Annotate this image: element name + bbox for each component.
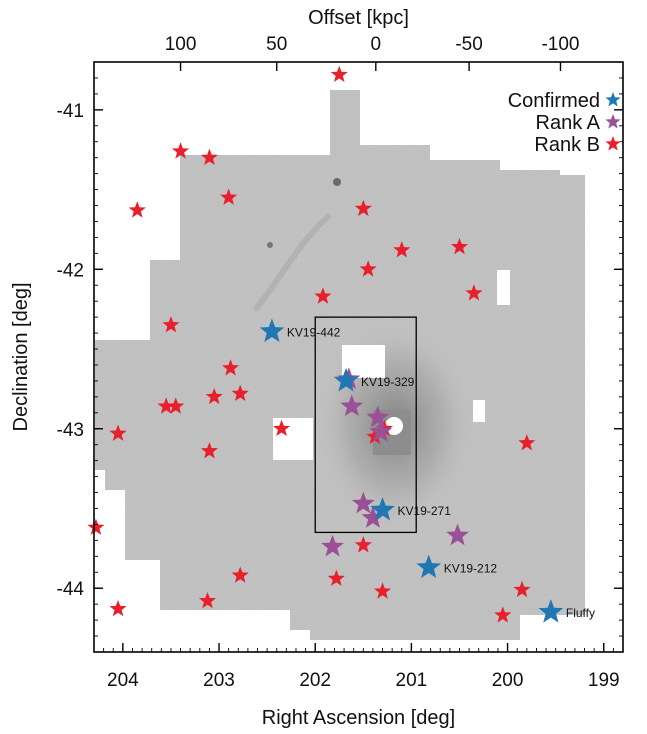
top-tick-label: -50 [455,34,482,55]
x-tick-label: 202 [299,670,331,691]
rank-b-point [162,316,180,333]
rank-b-point [87,518,105,535]
legend-label-confirmed: Confirmed [508,90,600,112]
rank-b-point [373,582,392,599]
legend: Confirmed Rank A Rank B [508,90,621,156]
plot-frame [93,61,624,653]
y-tick-label: -43 [57,420,84,441]
rank-b-point [231,566,249,583]
confirmed-point [370,497,395,521]
confirmed-point [416,554,442,578]
rank-b-point [200,442,218,459]
point-label: KV19-212 [444,561,498,575]
confirmed-point [333,367,359,392]
x-tick-label: 200 [492,670,524,691]
rank-b-point [273,419,291,437]
rank-b-point [327,569,345,586]
legend-marker-rank-a [605,114,621,129]
rank-b-point [222,359,240,376]
point-label: KV19-271 [398,504,452,518]
y-tick-label: -42 [57,260,84,281]
y-axis-title: Declination [deg] [10,283,32,432]
rank-a-point [351,491,375,514]
rank-b-point [128,201,146,218]
ticks-layer: 204 203 202 201 200 199 -41 -42 -43 -44 100 50 0 -50 -… [57,34,624,691]
x-tick-label: 203 [203,670,235,691]
rank-b-point [450,237,469,255]
rank-b-point [354,199,372,216]
point-label: KV19-442 [287,325,341,339]
top-axis-title: Offset [kpc] [308,7,409,29]
top-tick-label: 0 [371,34,382,55]
rank-b-point [172,142,190,159]
x-axis-title: Right Ascension [deg] [262,707,455,729]
rank-b-point [231,384,249,401]
rank-b-point [198,591,217,609]
legend-label-rank-a: Rank A [536,112,601,134]
rank-b-point [205,387,223,405]
points-layer: KV19-442 KV19-329 KV19-271 KV19-212 Fluffy [87,65,595,623]
rank-b-point [465,284,483,301]
legend-marker-confirmed [605,92,621,107]
rank-a-point [366,405,390,428]
highlight-box-layer [314,316,417,534]
top-tick-label: -100 [541,34,579,55]
top-tick-label: 50 [266,34,287,55]
top-tick-label: 100 [165,34,197,55]
rank-b-point [354,536,372,553]
highlight-box [314,316,417,534]
x-tick-label: 204 [107,670,139,691]
rank-b-point [494,606,512,623]
rank-b-point [200,148,218,165]
rank-a-point [369,419,393,442]
rank-b-point [109,599,127,617]
rank-b-point [366,427,384,445]
rank-b-point [393,241,411,258]
rank-a-point [321,534,344,557]
rank-b-point [375,419,394,437]
x-tick-label: 201 [396,670,428,691]
point-label: KV19-329 [361,375,415,389]
rank-b-point [157,397,175,414]
legend-label-rank-b: Rank B [534,134,600,156]
x-tick-label: 199 [588,670,620,691]
rank-a-point [446,523,469,546]
y-tick-label: -41 [57,101,84,122]
rank-b-point [314,287,332,304]
confirmed-point [259,318,285,342]
rank-b-point [518,434,536,451]
rank-b-point [513,580,531,598]
confirmed-point [538,599,564,623]
rank-b-point [109,424,127,441]
survey-field [95,90,585,640]
rank-b-point [330,65,348,83]
y-tick-label: -44 [57,579,85,600]
legend-marker-rank-b [605,136,621,151]
rank-a-point [340,394,364,417]
rank-b-point [167,397,185,414]
rank-b-point [359,260,377,277]
point-label: Fluffy [566,606,595,620]
rank-a-point [361,506,385,528]
rank-b-point [220,188,238,205]
